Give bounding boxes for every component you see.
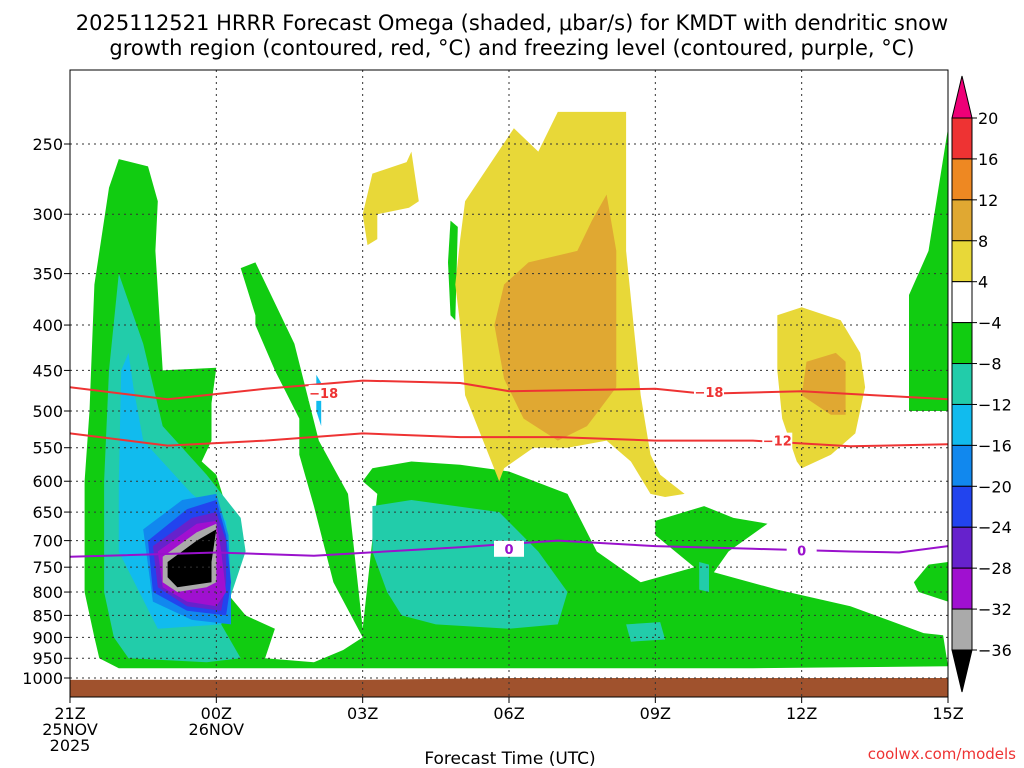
y-tick-label-6: 550 (32, 439, 63, 458)
colorbar-label-12: −32 (978, 600, 1012, 619)
y-tick-label-7: 600 (32, 472, 63, 491)
y-tick-label-14: 950 (32, 649, 63, 668)
colorbar-swatch-0 (951, 117, 973, 160)
colorbar-top-arrow (951, 75, 973, 119)
omega-region-19 (494, 194, 617, 441)
x-tick-label-2: 03Z (347, 704, 378, 723)
y-tick-label-3: 400 (32, 316, 63, 335)
colorbar-swatch-12 (951, 608, 973, 651)
omega-region-7 (699, 562, 709, 592)
contour-label-1: −18 (694, 386, 723, 401)
colorbar-label-5: −4 (978, 314, 1002, 333)
colorbar-label-6: −8 (978, 355, 1002, 374)
x-tick-label-0: 21Z 25NOV 2025 (42, 704, 98, 755)
colorbar-label-0: 20 (978, 109, 998, 128)
omega-region-15 (167, 529, 217, 588)
colorbar-label-10: −24 (978, 518, 1012, 537)
y-tick-label-15: 1000 (22, 669, 63, 688)
contour-label-bg-1 (693, 384, 724, 401)
credit-text: coolwx.com/models (868, 745, 1016, 763)
ground-layer (70, 678, 948, 697)
y-tick-label-4: 450 (32, 361, 63, 380)
colorbar-swatch-5 (951, 322, 973, 365)
y-tick-label-1: 300 (32, 205, 63, 224)
colorbar-swatch-9 (951, 485, 973, 528)
x-tick-label-3: 06Z (493, 704, 524, 723)
colorbar: 20 16 12 8 4 −4 −8 −12 −16 −20 −24 −28 −32 −36 (951, 75, 1012, 693)
x-tick-label-6: 15Z (932, 704, 963, 723)
colorbar-label-13: −36 (978, 641, 1012, 660)
colorbar-swatch-6 (951, 363, 973, 405)
contour-label-0: −18 (309, 387, 338, 402)
colorbar-label-2: 12 (978, 191, 998, 210)
contour-label-3: 0 (504, 543, 513, 558)
y-tick-label-2: 350 (32, 265, 63, 284)
contour-label-bg-3 (494, 540, 524, 557)
plot-inner: −18 −18 −12 0 0 (70, 70, 948, 697)
contour-label-bg-2 (762, 432, 793, 449)
colorbar-swatch-10 (951, 526, 973, 569)
colorbar-bottom-arrow (951, 649, 973, 693)
omega-region-5 (372, 500, 568, 629)
y-tick-label-12: 850 (32, 606, 63, 625)
x-tick-label-1: 00Z 26NOV (189, 704, 245, 739)
chart-title-line-2: growth region (contoured, red, °C) and f… (109, 36, 914, 60)
colorbar-label-1: 16 (978, 150, 998, 169)
x-tick-label-5: 12Z (786, 704, 817, 723)
colorbar-swatch-7 (951, 403, 973, 446)
colorbar-swatch-11 (951, 567, 973, 610)
omega-region-6 (626, 622, 666, 642)
colorbar-label-11: −28 (978, 559, 1012, 578)
omega-region-20 (801, 352, 846, 415)
contour-line-3 (70, 539, 948, 558)
colorbar-label-4: 4 (978, 273, 988, 292)
contour-line-0 (70, 379, 948, 401)
colorbar-label-9: −20 (978, 477, 1012, 496)
x-axis-label: Forecast Time (UTC) (424, 749, 595, 768)
y-tick-label-0: 250 (32, 135, 63, 154)
chart-title-line-1: 2025112521 HRRR Forecast Omega (shaded, … (76, 11, 948, 35)
grid (70, 70, 948, 697)
colorbar-swatch-4 (951, 281, 973, 324)
contour-line-2 (70, 432, 948, 448)
omega-region-0 (84, 159, 948, 669)
omega-region-1 (448, 220, 458, 321)
axes: 250 300 350 400 450 500 550 600 650 700 750 800 850 9… (22, 135, 963, 755)
colorbar-label-7: −12 (978, 395, 1012, 414)
y-tick-label-8: 650 (32, 503, 63, 522)
contour-label-bg-0 (308, 384, 339, 401)
colorbar-label-8: −16 (978, 436, 1012, 455)
colorbar-swatch-1 (951, 158, 973, 201)
omega-region-3 (913, 562, 948, 602)
y-tick-label-11: 800 (32, 583, 63, 602)
plot-area: −18 −18 −12 0 0 250 300 350 400 450 500 550 600 650 70… (22, 69, 964, 755)
contour-label-4: 0 (797, 544, 806, 559)
y-tick-label-10: 750 (32, 558, 63, 577)
colorbar-swatch-2 (951, 199, 973, 242)
x-tick-label-4: 09Z (640, 704, 671, 723)
y-tick-label-13: 900 (32, 628, 63, 647)
y-tick-label-9: 700 (32, 532, 63, 551)
colorbar-label-3: 8 (978, 232, 988, 251)
contour-label-2: −12 (763, 435, 792, 450)
omega-region-16 (362, 151, 419, 246)
colorbar-swatch-8 (951, 444, 973, 487)
y-tick-label-5: 500 (32, 402, 63, 421)
colorbar-swatch-3 (951, 240, 973, 283)
contour-label-bg-4 (786, 542, 817, 559)
omega-region-2 (909, 128, 948, 412)
